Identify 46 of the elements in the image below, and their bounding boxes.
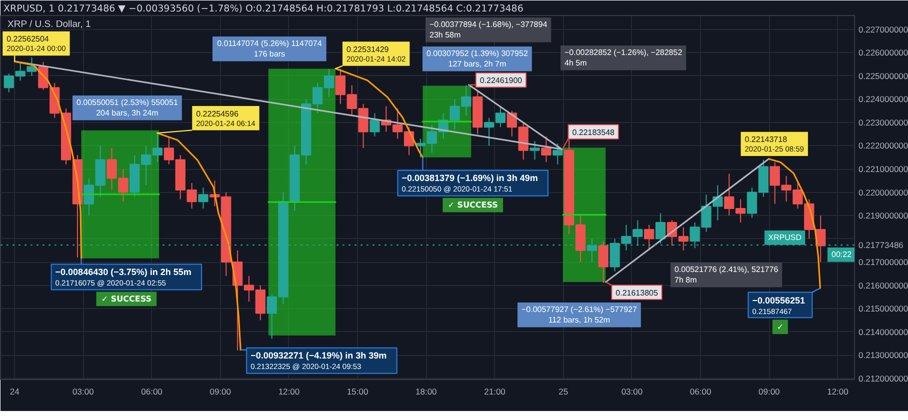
y-tick-label: 0.213000000 [858,350,908,360]
x-tick-label: 18:00 [416,386,438,396]
chart-subtitle: XRP / U.S. Dollar, 1 [8,19,91,30]
y-tick-label: 0.216000000 [858,280,908,290]
x-tick-label: 03:00 [621,386,643,396]
x-tick-label: 09:00 [758,386,780,396]
y-tick-label: 0.225000000 [858,70,908,81]
y-tick-label: 0.217000000 [858,257,908,268]
y-tick-label: 0.220000000 [858,187,908,198]
annotation: 00:22 [832,250,852,260]
x-tick-label: 12:00 [827,386,849,396]
ref-line-label: 0.21773486 [858,240,904,250]
x-tick-label: 06:00 [690,386,712,396]
y-tick-label: 0.224000000 [858,94,908,104]
y-tick-label: 0.219000000 [858,210,908,221]
annotation: 0.00307952 (1.39%) 307952 127 bars, 2h 7m [426,49,528,69]
y-tick-label: 0.226000000 [858,48,908,58]
annotation: 0.01147074 (5.26%) 1147074 176 bars [217,39,322,59]
annotation: 0.22461900 [480,76,523,86]
x-tick-label: 24 [10,386,20,396]
x-tick-label: 09:00 [210,386,232,396]
annotation: 0.00521776 (2.41%), 521776 7h 8m [674,265,779,285]
y-tick-label: 0.223000000 [858,117,908,128]
y-tick-label: 0.215000000 [858,304,908,314]
y-tick-label: 0.212000000 [858,373,908,384]
annotation: 0.22183548 [572,128,616,137]
annotation: ✓ SUCCESS [448,200,498,210]
x-tick-label: 15:00 [346,386,368,396]
y-tick-label: 0.214000000 [858,326,908,337]
y-tick-label: 0.222000000 [858,140,908,151]
x-tick-label: 12:00 [278,386,300,396]
annotation: 0.21613805 [616,288,658,298]
annotation: −0.00282852 (−1.26%), −282852 4h 5m [564,48,683,68]
x-tick-label: 03:00 [72,386,94,396]
y-tick-label: 0.227000000 [858,24,908,34]
annotation: XRPUSD [768,233,802,242]
annotation: −0.00377894 (−1.68%), −377894 23h 58m [430,20,548,40]
annotation: ✓ [776,322,784,332]
annotation: ✓ SUCCESS [101,294,152,304]
x-tick-label: 25 [558,386,568,396]
x-tick-label: 21:00 [484,386,506,396]
chart-title: XRPUSD, 1 0.21773486 ▼ −0.00393560 (−1.78%) O:0.21748564 H:0.21781793 L:0.21748564 C:0.21773486 [4,4,524,14]
annotation: −0.00577927 (−2.61%) −577927 112 bars, 1h 52m [521,305,638,325]
y-tick-label: 0.221000000 [858,164,908,174]
annotation: 0.00550051 (2.53%) 550051 204 bars, 3h 24m [76,98,178,118]
x-tick-label: 06:00 [141,386,163,396]
